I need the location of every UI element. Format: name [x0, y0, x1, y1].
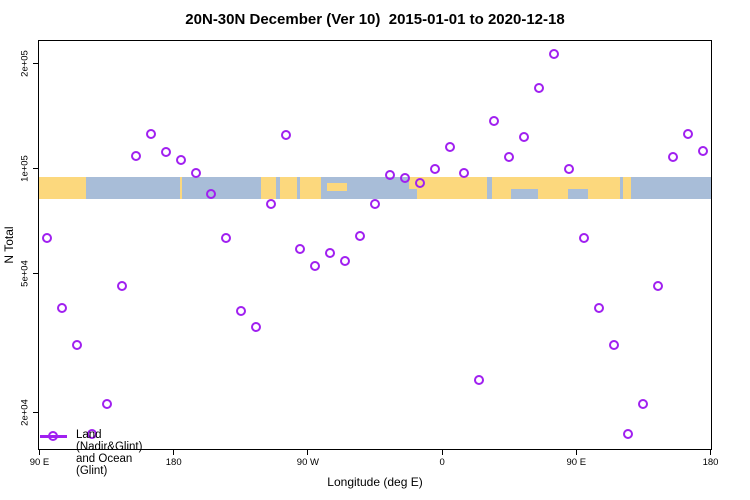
land-segment	[622, 176, 631, 199]
land-segment	[261, 176, 277, 199]
y-tick-label: 1e+05	[19, 154, 31, 182]
data-point	[250, 322, 261, 333]
y-tick-label: 2e+05	[19, 49, 31, 77]
data-point	[101, 399, 112, 410]
y-tick-label: 2e+04	[19, 398, 31, 426]
legend-label: Land (Nadir&Glint) and Ocean (Glint)	[76, 429, 143, 477]
land-segment	[280, 176, 298, 199]
data-point	[176, 154, 187, 165]
land-segment	[39, 176, 86, 199]
x-tick-label: 0	[439, 457, 445, 468]
data-point	[519, 131, 530, 142]
data-point	[340, 255, 351, 266]
x-tick-label: 180	[702, 457, 719, 468]
y-axis-tick	[33, 167, 38, 169]
data-point	[384, 169, 395, 180]
ocean-segment	[568, 188, 589, 199]
data-point	[578, 232, 589, 243]
x-axis-title: Longitude (deg E)	[327, 475, 423, 489]
land-segment	[180, 176, 183, 199]
land-segment	[409, 176, 417, 189]
data-point	[370, 198, 380, 209]
data-point	[325, 247, 336, 258]
data-point	[295, 243, 306, 254]
chart-title: 20N-30N December (Ver 10) 2015-01-01 to …	[185, 11, 565, 28]
data-point	[86, 429, 97, 440]
land-segment	[327, 183, 347, 192]
data-point	[116, 280, 127, 291]
data-point	[235, 306, 246, 317]
x-axis-tick	[575, 450, 577, 455]
legend-circle-marker	[48, 431, 58, 441]
data-point	[131, 150, 142, 161]
data-point	[414, 177, 425, 188]
land-segment	[300, 176, 322, 199]
x-axis-tick	[307, 450, 309, 455]
data-point	[608, 340, 619, 351]
data-point	[429, 163, 440, 174]
y-axis-tick	[33, 62, 38, 64]
data-point	[683, 128, 694, 139]
data-point	[280, 129, 291, 140]
data-point	[638, 399, 649, 410]
data-point	[668, 151, 679, 162]
data-point	[191, 167, 202, 178]
y-tick-label: 5e+04	[19, 260, 31, 287]
data-point	[265, 198, 276, 209]
data-point	[593, 302, 604, 313]
data-point	[444, 141, 455, 152]
data-point	[474, 375, 485, 386]
x-axis-tick	[173, 450, 175, 455]
x-axis-tick	[38, 450, 40, 455]
ocean-segment	[486, 176, 492, 199]
data-point	[220, 232, 231, 243]
data-point	[698, 145, 709, 156]
data-point	[146, 128, 157, 139]
y-axis-title: N Total	[2, 226, 16, 264]
plot-area	[38, 40, 712, 450]
data-point	[56, 302, 67, 313]
x-axis-tick	[441, 450, 443, 455]
data-point	[623, 429, 634, 440]
data-point	[548, 49, 559, 60]
data-point	[504, 151, 515, 162]
data-point	[71, 340, 82, 351]
data-point	[534, 82, 545, 93]
x-axis-tick	[710, 450, 711, 455]
data-point	[41, 232, 52, 243]
x-tick-label: 90 W	[296, 457, 319, 468]
data-point	[653, 280, 664, 291]
data-point	[310, 260, 321, 271]
data-point	[161, 146, 172, 157]
data-point	[489, 115, 500, 126]
x-tick-label: 90 E	[566, 457, 587, 468]
x-tick-label: 180	[165, 457, 182, 468]
y-axis-tick	[33, 272, 38, 274]
x-tick-label: 90 E	[29, 457, 50, 468]
data-point	[355, 230, 366, 241]
data-point	[459, 167, 470, 178]
data-point	[563, 163, 574, 174]
map-band	[39, 176, 711, 199]
data-point	[399, 172, 410, 183]
data-point	[205, 188, 216, 199]
y-axis-tick	[33, 411, 38, 413]
ocean-segment	[511, 188, 539, 199]
